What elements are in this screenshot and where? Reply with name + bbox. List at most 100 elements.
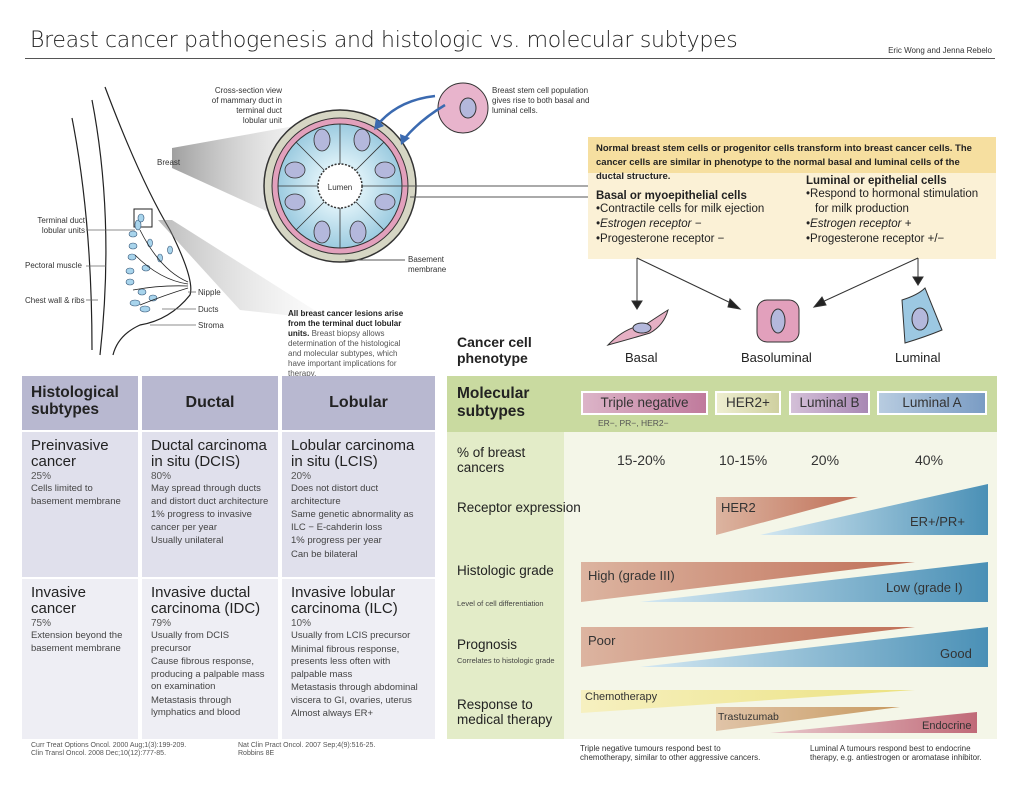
receptor-label: Receptor expression	[457, 500, 581, 515]
luminal-item: •Respond to hormonal stimulation	[806, 188, 979, 200]
note-triple-negative: Triple negative tumours respond best to …	[580, 744, 761, 762]
hist-cell-title: Invasive cancer	[31, 584, 87, 617]
hist-cell-title: Invasive ductal carcinoma (IDC)	[151, 584, 261, 617]
basal-title: Basal or myoepithelial cells	[596, 190, 747, 202]
hist-cell: Invasive cancer 75% Extension beyond the b…	[22, 579, 138, 739]
phenotype-luminal: Luminal	[895, 350, 941, 365]
cell-types-intro: Normal breast stem cells or progenitor c…	[588, 137, 996, 182]
authors: Eric Wong and Jenna Rebelo	[888, 46, 992, 55]
hist-header-ductal: Ductal	[142, 376, 278, 430]
hist-cell: Invasive lobular carcinoma (ILC) 10% Usual…	[282, 579, 435, 739]
poor-label: Poor	[588, 633, 616, 648]
trastuzumab-label: Trastuzumab	[718, 711, 779, 723]
hist-cell-desc: Usually from DCIS precursor	[151, 630, 230, 654]
wedge-endocrine	[770, 712, 977, 733]
ref: Clin Transl Oncol. 2008 Dec;10(12):777-8…	[31, 750, 167, 757]
ref: Robbins 8E	[238, 750, 275, 757]
basal-item: •Contractile cells for milk ejection	[596, 203, 765, 215]
cross-section-label: Cross-section view of mammary duct in te…	[211, 86, 282, 125]
hist-cell-desc: Cause fibrous response, producing a palp…	[151, 656, 265, 692]
tn-note: ER−, PR−, HER2−	[598, 418, 669, 428]
hist-cell-pct: 75%	[31, 618, 52, 629]
pectoral-label: Pectoral muscle	[25, 261, 82, 270]
hist-cell-pct: 25%	[31, 471, 52, 482]
stroma-label: Stroma	[198, 321, 224, 330]
pct-value: 10-15%	[719, 452, 768, 468]
hist-header: Histological subtypes	[22, 376, 138, 430]
note-bold: All breast cancer lesions arise from the…	[288, 309, 404, 338]
chemo-label: Chemotherapy	[585, 691, 658, 703]
hist-cell-title: Lobular carcinoma in situ (LCIS)	[291, 437, 415, 470]
tdlu-label: Terminal duct lobular units	[37, 216, 85, 235]
wedge-grade-high	[581, 562, 915, 602]
hist-cell-desc: Can be bilateral	[291, 548, 358, 560]
luminal-item: for milk production	[815, 203, 909, 215]
wedge-prognosis-good	[640, 627, 988, 667]
badge-luminal-b: Luminal B	[789, 391, 870, 415]
wedge-grade-low	[640, 562, 988, 602]
hist-cell: Invasive ductal carcinoma (IDC) 79% Usuall…	[142, 579, 278, 739]
ref: Curr Treat Options Oncol. 2000 Aug;1(3):…	[31, 742, 187, 749]
hist-cell-desc: Almost always ER+	[291, 708, 374, 719]
ref: Nat Clin Pract Oncol. 2007 Sep;4(9):516-…	[238, 742, 376, 749]
hist-cell: Lobular carcinoma in situ (LCIS) 20% Does …	[282, 432, 435, 577]
hist-cell-pct: 10%	[291, 618, 312, 629]
hist-cell-desc: Same genetic abnormality as ILC − E-cahd…	[291, 509, 414, 533]
pct-value: 40%	[915, 452, 944, 468]
endocrine-label: Endocrine	[922, 720, 972, 732]
hist-cell-desc: Minimal fibrous response, presents less …	[291, 643, 400, 680]
luminal-item: •Estrogen receptor +	[806, 218, 912, 230]
hist-cell-pct: 20%	[291, 471, 312, 482]
badge-triple-negative: Triple negative	[581, 391, 708, 415]
hist-cell-pct: 80%	[151, 471, 172, 482]
phenotype-basal: Basal	[625, 350, 658, 365]
pct-value: 20%	[811, 452, 840, 468]
luminal-item: •Progesterone receptor +/−	[806, 233, 945, 245]
phenotype-diagram	[606, 257, 943, 346]
wedge-prognosis-poor	[581, 627, 915, 667]
hist-cell-desc: Metastasis through abdominal viscera to …	[291, 682, 418, 706]
er-pr-label: ER+/PR+	[910, 514, 965, 529]
phenotype-label: Cancer cell phenotype	[457, 334, 532, 366]
breast-label: Breast	[157, 158, 181, 167]
phenotype-basoluminal: Basoluminal	[741, 350, 812, 365]
hist-cell-desc: 1% progress per year	[291, 535, 382, 546]
hist-cell-desc: Cells limited to basement membrane	[31, 483, 121, 507]
wedge-er-pr	[760, 484, 988, 535]
hist-cell-title: Preinvasive cancer	[31, 437, 109, 470]
breast-anatomy-illustration: Lumen	[71, 82, 588, 356]
hist-cell-desc: Metastasis through lymphatics and blood	[151, 694, 241, 719]
hist-header-lobular: Lobular	[282, 376, 435, 430]
grade-high-label: High (grade III)	[588, 568, 675, 583]
lumen-label: Lumen	[328, 183, 352, 192]
grade-sub: Level of cell differentiation	[457, 599, 544, 608]
wedge-trastuzumab	[716, 707, 900, 731]
hist-cell-title: Ductal carcinoma in situ (DCIS)	[151, 437, 267, 470]
hist-cell-desc: Usually from LCIS precursor	[291, 630, 411, 641]
hist-cell-title: Invasive lobular carcinoma (ILC)	[291, 584, 398, 617]
ducts-label: Ducts	[198, 305, 219, 314]
grade-label: Histologic grade	[457, 563, 554, 578]
hist-cell-desc: May spread through ducts and distort duc…	[151, 483, 269, 507]
hist-cell-desc: Extension beyond the basement membrane	[31, 630, 123, 654]
hist-cell-desc: 1% progress to invasive cancer per year	[151, 509, 252, 533]
prognosis-sub: Correlates to histologic grade	[457, 656, 555, 665]
title-divider	[25, 58, 995, 59]
basement-label: Basement membrane	[408, 255, 447, 274]
good-label: Good	[940, 646, 972, 661]
wedge-her2	[716, 497, 858, 535]
note-rest: Breast biopsy allows determination of th…	[288, 329, 401, 378]
hist-cell-desc: Does not distort duct architecture	[291, 483, 379, 507]
prognosis-label: Prognosis	[457, 637, 518, 652]
pct-label: % of breast cancers	[457, 445, 526, 475]
hist-cell-desc: Usually unilateral	[151, 535, 224, 546]
stem-cell-label: Breast stem cell population gives rise t…	[492, 86, 590, 115]
hist-cell: Preinvasive cancer 25% Cells limited to ba…	[22, 432, 138, 577]
badge-luminal-a: Luminal A	[877, 391, 987, 415]
hist-cell-pct: 79%	[151, 618, 172, 629]
badge-her2: HER2+	[715, 391, 781, 415]
therapy-label: Response to medical therapy	[457, 697, 553, 727]
note-luminal-a: Luminal A tumours respond best to endocr…	[810, 744, 982, 762]
wedge-chemotherapy	[581, 690, 915, 713]
